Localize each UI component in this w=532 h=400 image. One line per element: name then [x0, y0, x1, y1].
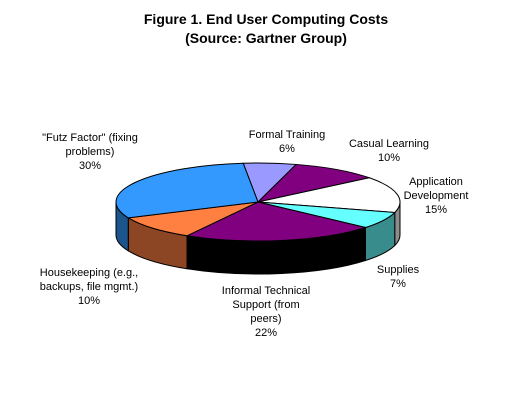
pie-slice-5: [126, 201, 259, 237]
pie-slice-6: [115, 162, 259, 219]
pie-slice-4: [185, 201, 368, 242]
label-supplies: Supplies 7%: [376, 264, 420, 290]
label-casual-learning: Casual Learning 10%: [348, 138, 430, 164]
pie-slice-1: [256, 163, 372, 203]
pie-slice-2: [257, 177, 401, 214]
label-informal-technical-support: Informal Technical Support (from peers) …: [221, 285, 311, 339]
label-formal-training: Formal Training 6%: [248, 129, 326, 155]
label-futz-factor: "Futz Factor" (fixing problems) 30%: [42, 132, 138, 172]
label-application-development: Application Development 15%: [403, 176, 469, 216]
label-housekeeping: Housekeeping (e.g., backups, file mgmt.)…: [39, 267, 139, 307]
chart-subtitle: (Source: Gartner Group): [185, 30, 347, 46]
chart-title: Figure 1. End User Computing Costs (Sour…: [0, 10, 532, 48]
chart-title-line: Figure 1. End User Computing Costs: [143, 11, 389, 27]
